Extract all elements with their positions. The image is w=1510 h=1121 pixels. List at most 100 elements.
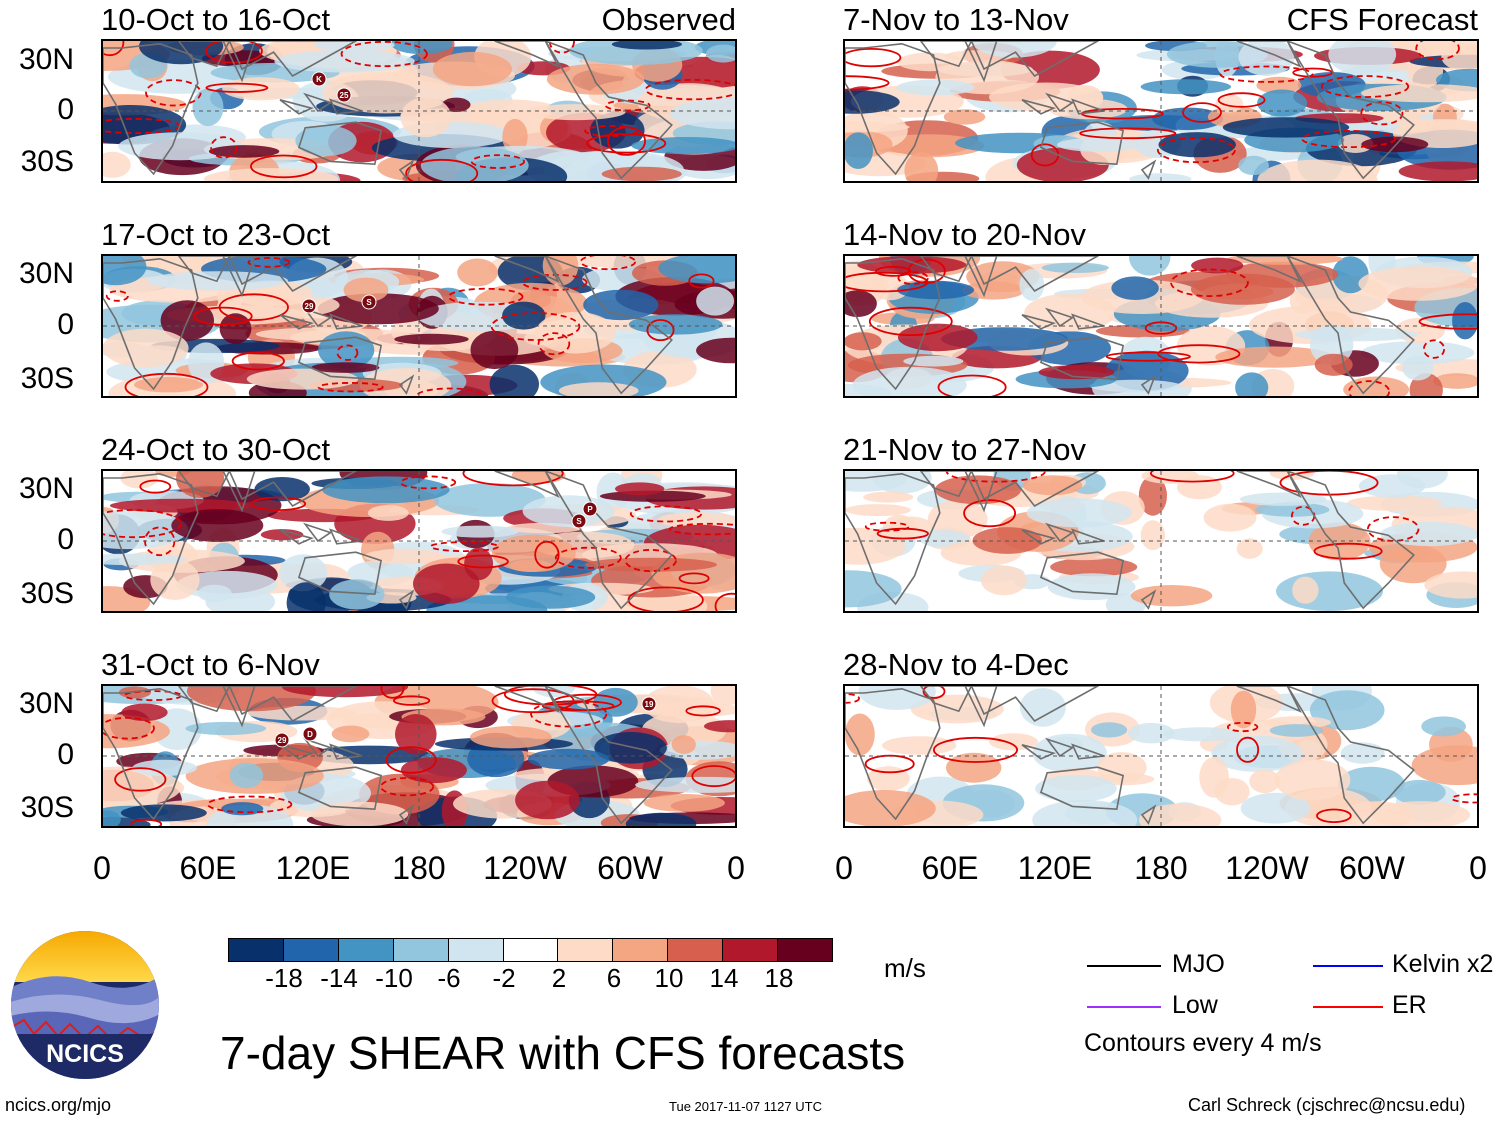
colorbar-segment	[393, 939, 449, 961]
logo-text: NCICS	[46, 1040, 124, 1068]
lon-label: 120W	[483, 850, 567, 886]
legend-label-er: ER	[1392, 991, 1427, 1019]
colorbar-segment	[338, 939, 394, 961]
colorbar-units: m/s	[884, 953, 926, 983]
colorbar-tick: 2	[551, 963, 567, 993]
storm-marker: 29	[301, 298, 317, 314]
lon-label: 60W	[597, 850, 663, 886]
lon-label: 120W	[1225, 850, 1309, 886]
colorbar-tick: 14	[709, 963, 739, 993]
colorbar	[228, 938, 833, 962]
storm-marker: 25	[336, 87, 352, 103]
colorbar-tick: 6	[606, 963, 622, 993]
colorbar-segment	[778, 939, 832, 961]
lon-label: 120E	[1017, 850, 1093, 886]
colorbar-tick: -18	[265, 963, 303, 993]
legend-swatch-low	[1087, 1006, 1161, 1008]
legend-swatch-kelvin	[1313, 965, 1383, 967]
lon-label: 60E	[921, 850, 979, 886]
lon-label: 120E	[275, 850, 351, 886]
map-panel-forecast-2	[843, 254, 1479, 398]
colorbar-tick: -6	[437, 963, 461, 993]
map-panel-forecast-1	[843, 39, 1479, 183]
storm-marker: S	[571, 513, 587, 529]
lon-label: 0	[93, 850, 111, 886]
panel-title-forecast-1: 7-Nov to 13-Nov	[843, 2, 1069, 37]
lon-label: 0	[1469, 850, 1487, 886]
storm-marker: 29	[274, 732, 290, 748]
colorbar-tick: -2	[492, 963, 516, 993]
storm-marker-label: 29	[278, 736, 287, 745]
storm-marker-label: 29	[305, 302, 314, 311]
map-panel-forecast-4	[843, 684, 1479, 828]
storm-marker-label: K	[316, 75, 322, 84]
map-panel-observed-2: 29 S	[101, 254, 737, 398]
map-panel-forecast-3	[843, 469, 1479, 613]
footer-url[interactable]: ncics.org/mjo	[5, 1095, 112, 1115]
lat-label-eq: 0	[57, 523, 74, 556]
observed-column-label: Observed	[601, 2, 736, 37]
lat-label-eq: 0	[57, 308, 74, 341]
colorbar-segment	[229, 939, 284, 961]
lat-label-30s: 30S	[20, 362, 74, 395]
legend-swatch-mjo	[1087, 965, 1161, 967]
panel-title-observed-4: 31-Oct to 6-Nov	[101, 647, 320, 682]
colorbar-segment	[503, 939, 559, 961]
storm-marker: D	[302, 726, 318, 742]
legend-note: Contours every 4 m/s	[1084, 1029, 1322, 1057]
lon-label: 180	[392, 850, 446, 886]
lon-label: 0	[835, 850, 853, 886]
lat-label-30s: 30S	[20, 791, 74, 824]
footer-timestamp: Tue 2017-11-07 1127 UTC	[669, 1099, 822, 1114]
main-title: 7-day SHEAR with CFS forecasts	[220, 1027, 906, 1079]
panel-title-forecast-4: 28-Nov to 4-Dec	[843, 647, 1069, 682]
colorbar-segment	[558, 939, 614, 961]
map-panel-observed-1: K 25	[101, 39, 737, 183]
colorbar-segment	[613, 939, 669, 961]
storm-marker: S	[361, 294, 377, 310]
lat-label-30n: 30N	[18, 257, 74, 290]
panel-title-observed-3: 24-Oct to 30-Oct	[101, 432, 331, 467]
legend-label-low: Low	[1172, 991, 1218, 1019]
lat-label-eq: 0	[57, 738, 74, 771]
colorbar-tick: -14	[320, 963, 358, 993]
colorbar-segment	[283, 939, 339, 961]
storm-marker-label: D	[307, 730, 313, 739]
storm-marker: K	[311, 71, 327, 87]
legend-swatch-er	[1313, 1006, 1383, 1008]
lat-label-30n: 30N	[18, 472, 74, 505]
lat-label-eq: 0	[57, 93, 74, 126]
lat-label-30n: 30N	[18, 43, 74, 76]
lon-label: 180	[1134, 850, 1188, 886]
lat-label-30n: 30N	[18, 687, 74, 720]
storm-marker-label: S	[366, 298, 372, 307]
lon-label: 60E	[179, 850, 237, 886]
storm-marker-label: S	[576, 517, 582, 526]
lat-label-30s: 30S	[20, 577, 74, 610]
ncics-logo-graphic: NCICS	[11, 931, 159, 1079]
legend-label-mjo: MJO	[1172, 950, 1225, 978]
forecast-column-label: CFS Forecast	[1286, 2, 1478, 37]
colorbar-segment	[668, 939, 724, 961]
lon-label: 60W	[1339, 850, 1405, 886]
panel-title-forecast-3: 21-Nov to 27-Nov	[843, 432, 1086, 467]
storm-marker: 19	[641, 696, 657, 712]
storm-marker-label: P	[587, 505, 593, 514]
storm-marker: P	[582, 501, 598, 517]
storm-marker-label: 25	[340, 91, 349, 100]
panel-title-observed-1: 10-Oct to 16-Oct	[101, 2, 331, 37]
colorbar-tick: -10	[375, 963, 413, 993]
lon-label: 0	[727, 850, 745, 886]
colorbar-segment	[723, 939, 779, 961]
lat-label-30s: 30S	[20, 145, 74, 178]
ncics-logo: NCICS	[10, 930, 160, 1080]
panel-title-observed-2: 17-Oct to 23-Oct	[101, 217, 331, 252]
colorbar-segment	[448, 939, 504, 961]
colorbar-tick: 10	[654, 963, 684, 993]
legend-label-kelvin: Kelvin x2	[1392, 950, 1494, 978]
colorbar-tick: 18	[764, 963, 794, 993]
storm-marker-label: 19	[645, 700, 654, 709]
map-panel-observed-4: 29 D 19	[101, 684, 737, 828]
footer-credit: Carl Schreck (cjschrec@ncsu.edu)	[1188, 1095, 1466, 1115]
